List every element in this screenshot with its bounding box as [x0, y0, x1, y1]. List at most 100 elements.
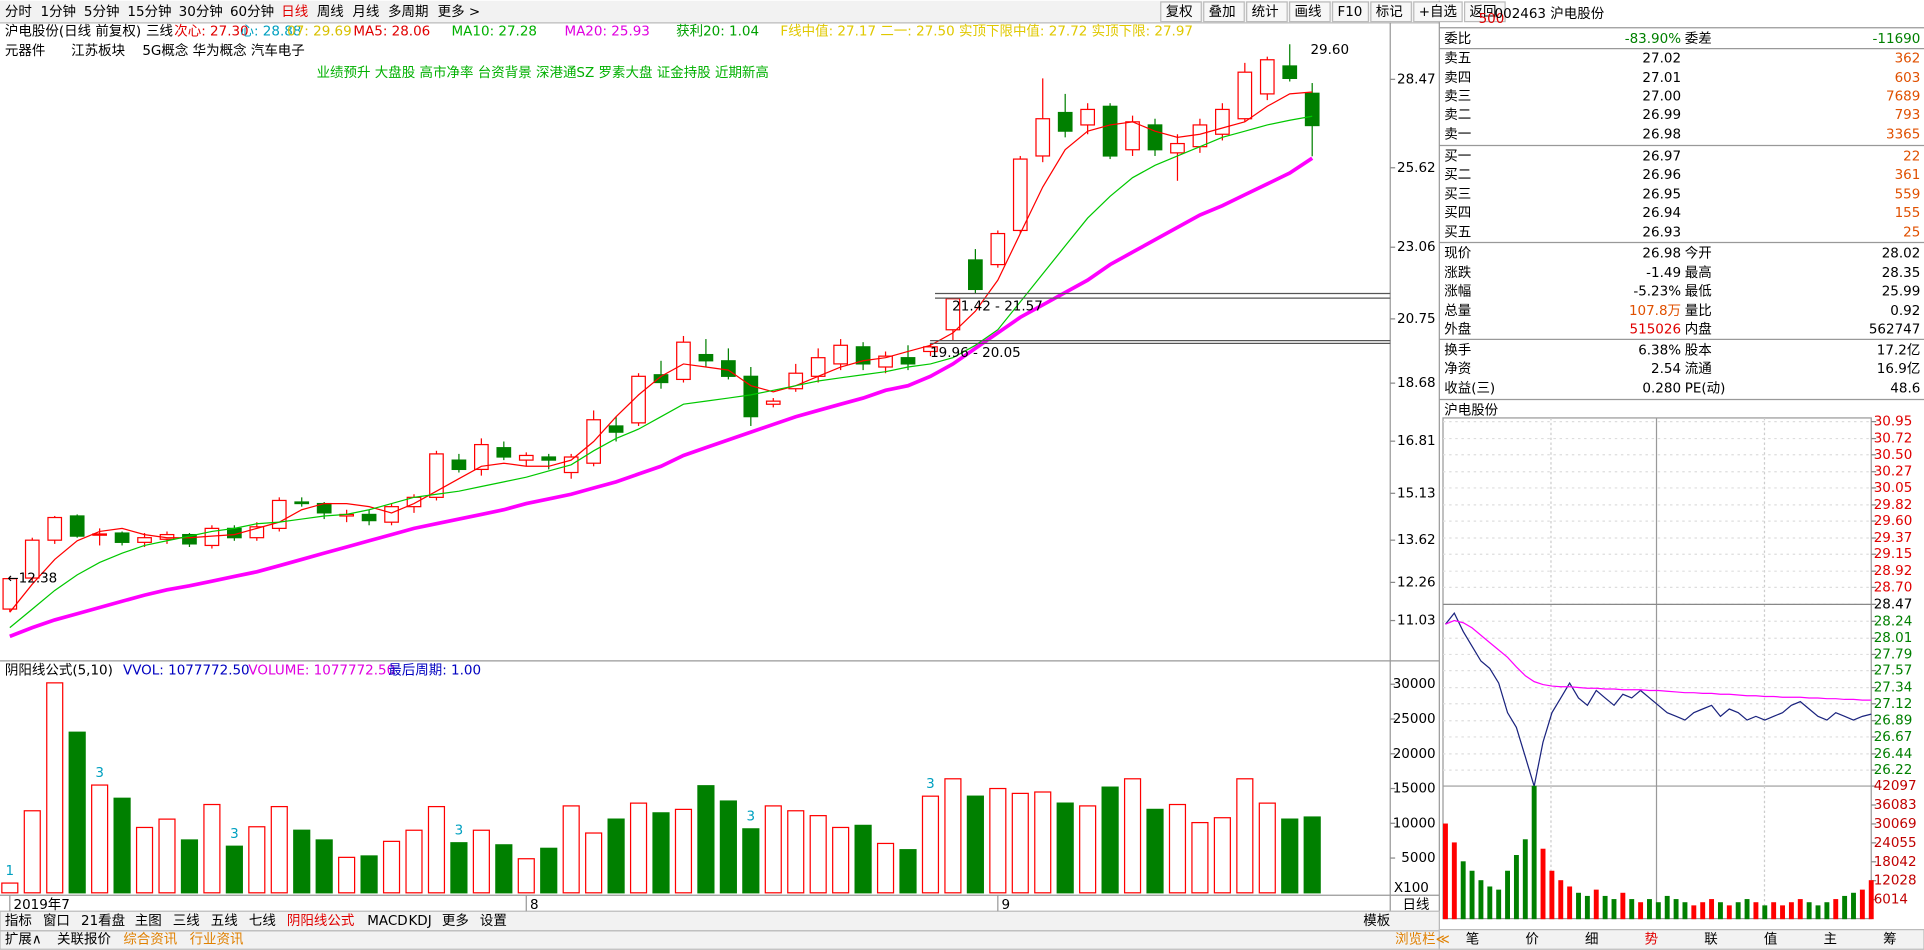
y-tick-label: 29.37	[1874, 530, 1913, 546]
indicator-tab[interactable]: 更多	[442, 912, 469, 929]
y-tick-label: 29.60	[1874, 513, 1913, 529]
indicator-tab[interactable]: KDJ	[408, 913, 431, 929]
detail-tab[interactable]: 价	[1525, 931, 1539, 947]
period-tab[interactable]: 15分钟	[127, 3, 171, 20]
button-frame[interactable]	[1413, 1, 1463, 23]
candle-body	[182, 533, 197, 545]
volume-bar	[1469, 870, 1475, 920]
volume-bar	[293, 829, 311, 894]
indicator-tab[interactable]: 三线	[173, 913, 200, 929]
candle-body	[1102, 105, 1118, 157]
indicator-tab[interactable]: 指标	[5, 913, 32, 929]
indicator-tab[interactable]: 21看盘	[81, 912, 125, 929]
volume-bar	[832, 826, 850, 894]
toolbar-button[interactable]: 叠加	[1209, 4, 1236, 20]
volume-bar	[1, 882, 19, 894]
button-frame[interactable]	[1246, 1, 1288, 23]
detail-tab[interactable]: 势	[1645, 931, 1659, 947]
volume-bar	[1540, 848, 1546, 920]
candle-body	[69, 515, 85, 537]
candle-body	[855, 346, 871, 365]
y-tick-label: 24055	[1874, 835, 1917, 851]
toolbar-button[interactable]: F10	[1337, 4, 1362, 20]
status-tab[interactable]: 扩展∧	[5, 931, 42, 947]
button-frame[interactable]	[1160, 1, 1202, 23]
candle-body	[676, 341, 691, 381]
indicator-tab[interactable]: 窗口	[43, 912, 70, 929]
status-tab[interactable]: 行业资讯	[190, 931, 244, 947]
indicator-tab[interactable]: 阴阳线公式	[287, 913, 355, 929]
period-tab[interactable]: 30分钟	[179, 3, 223, 20]
toolbar-button[interactable]: 返回	[1470, 4, 1497, 20]
volume-bar	[1842, 895, 1848, 920]
period-tab[interactable]: 日线	[281, 4, 308, 20]
period-tab[interactable]: 月线	[352, 4, 379, 20]
volume-bar	[1780, 905, 1785, 920]
y-tick-label: 28.92	[1874, 563, 1913, 579]
volume-bar	[46, 682, 64, 894]
toolbar-button[interactable]: 模板	[1363, 913, 1390, 929]
button-frame[interactable]	[1463, 1, 1506, 23]
toolbar-button[interactable]: 日线	[1403, 897, 1430, 913]
volume-bar	[1593, 889, 1599, 920]
toolbar-button[interactable]: +自选	[1419, 4, 1458, 20]
button-frame[interactable]	[1289, 1, 1331, 23]
period-tab[interactable]: 5分钟	[84, 3, 120, 20]
quote-label: 内盘	[1685, 321, 1712, 338]
detail-tab[interactable]: 笔	[1466, 931, 1480, 947]
toolbar-button[interactable]: 标记	[1376, 4, 1403, 20]
x-tick-label: 8	[530, 897, 539, 913]
volume-bar	[1602, 895, 1608, 920]
y-tick-label: 15.13	[1397, 485, 1436, 501]
period-tab[interactable]: 周线	[317, 4, 344, 20]
detail-tab[interactable]: 细	[1585, 931, 1599, 947]
button-frame[interactable]	[1331, 1, 1370, 23]
volume-bar	[742, 828, 760, 894]
quote-label: 外盘	[1444, 321, 1471, 338]
period-tab[interactable]: 60分钟	[230, 3, 274, 20]
book-label: 买一	[1444, 149, 1471, 165]
indicator-value: 次心: 27.30	[174, 23, 248, 39]
button-frame[interactable]	[1203, 1, 1245, 23]
volume-bar	[450, 842, 468, 894]
y-tick-label: 20.75	[1397, 311, 1436, 327]
indicator-tab[interactable]: 主图	[135, 913, 162, 929]
volume-bar	[629, 802, 648, 894]
volume-bar	[1451, 842, 1457, 920]
period-tab[interactable]: 更多 >	[438, 3, 481, 20]
period-tab[interactable]: 1分钟	[40, 3, 76, 20]
annotation: 29.60	[1310, 42, 1349, 58]
detail-tab[interactable]: 筹	[1883, 930, 1897, 947]
indicator-tab[interactable]: 五线	[211, 913, 238, 929]
toolbar-button[interactable]: 复权	[1166, 3, 1193, 20]
volume-bar	[1496, 889, 1502, 920]
indicator-tab[interactable]: 七线	[249, 913, 276, 929]
toolbar-button[interactable]: 画线	[1295, 4, 1322, 20]
y-tick-label: 26.44	[1874, 746, 1913, 762]
volume-bar	[135, 826, 154, 894]
detail-tab[interactable]: 主	[1824, 931, 1838, 947]
toolbar-button[interactable]: 统计	[1252, 4, 1279, 20]
volume-bar	[1487, 886, 1493, 920]
status-tab[interactable]: 综合资讯	[123, 931, 177, 947]
period-tab[interactable]: 分时	[5, 4, 32, 20]
volume-bar	[1726, 905, 1732, 920]
quote-label: 总量	[1444, 303, 1471, 319]
detail-tab[interactable]: 值	[1764, 931, 1778, 947]
button-frame[interactable]	[1370, 1, 1412, 23]
detail-tab[interactable]: 联	[1704, 931, 1718, 947]
indicator-tab[interactable]: MACD	[367, 913, 407, 929]
status-button[interactable]: 浏览栏≪	[1395, 931, 1450, 947]
status-tab[interactable]: 关联报价	[57, 931, 111, 947]
indicator-title: 最后周期: 1.00	[388, 663, 481, 679]
quote-label: 流通	[1685, 361, 1712, 377]
candle-body	[1237, 71, 1253, 120]
y-tick-label: 30000	[1393, 676, 1436, 692]
indicator-tab[interactable]: 设置	[480, 913, 507, 929]
volume-bar	[405, 829, 423, 894]
candle-body	[429, 453, 444, 498]
quote-value: 28.35	[1882, 265, 1921, 281]
book-label: 买四	[1444, 205, 1471, 221]
period-tab[interactable]: 多周期	[388, 3, 428, 20]
